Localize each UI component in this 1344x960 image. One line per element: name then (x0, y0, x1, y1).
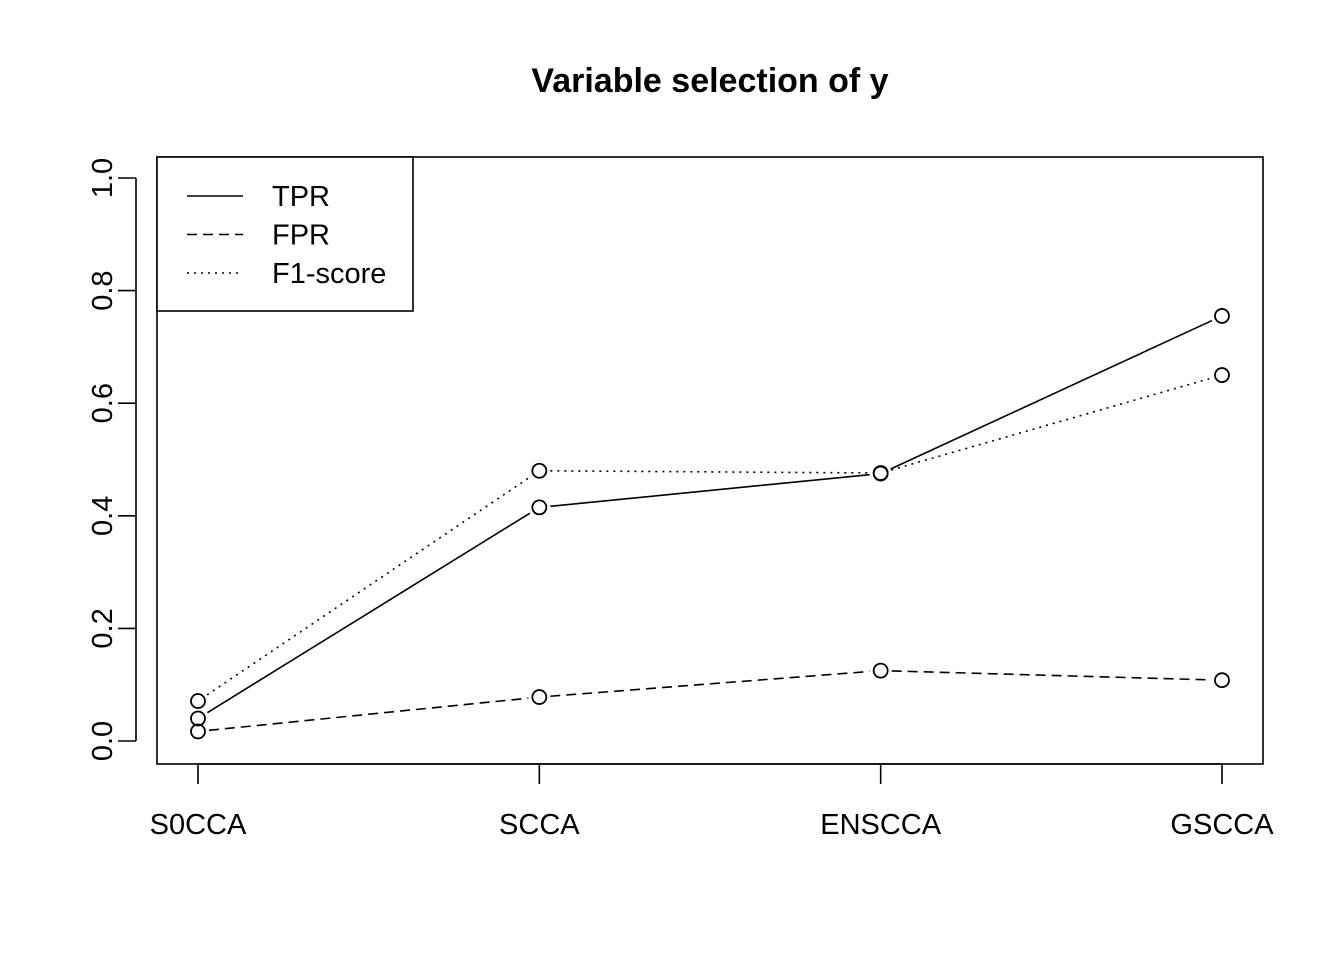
x-axis: S0CCA SCCA ENSCCA GSCCA (150, 763, 1274, 841)
legend-fpr-label: FPR (272, 220, 330, 252)
fpr-line-segment (550, 670, 870, 698)
tpr-line-segment (550, 473, 870, 508)
fpr-point (190, 723, 206, 740)
tpr-point (1214, 308, 1230, 324)
x-tick-label: SCCA (499, 809, 580, 841)
fpr-line-segment (208, 697, 529, 732)
fpr-point (531, 689, 548, 705)
series-points (190, 308, 1230, 740)
x-tick-label: ENSCCA (820, 809, 942, 841)
y-axis: 0.0 0.2 0.4 0.6 0.8 1.0 (87, 158, 137, 761)
y-tick-label: 0.4 (87, 496, 119, 536)
y-tick-label: 0.0 (87, 721, 119, 761)
chart-title: Variable selection of y (531, 62, 888, 100)
tpr-line-segment (890, 319, 1213, 470)
legend-tpr-label: TPR (272, 181, 330, 213)
y-tick-label: 0.8 (87, 270, 119, 310)
tpr-line-segment (206, 512, 531, 714)
legend-box (156, 156, 414, 312)
fpr-point (872, 662, 889, 679)
f1-score-point (190, 693, 206, 709)
f1-score-line-segment (891, 377, 1212, 471)
series-lines (206, 319, 1213, 732)
f1-score-point (531, 462, 548, 479)
fpr-line-segment (891, 670, 1212, 681)
x-tick-label: S0CCA (150, 809, 247, 841)
y-tick-label: 0.6 (87, 383, 119, 423)
legend-f1-score-label: F1-score (272, 258, 386, 290)
x-tick-label: GSCCA (1170, 809, 1274, 841)
f1-score-point (1214, 367, 1230, 383)
legend: TPR FPR F1-score (156, 156, 414, 312)
tpr-point (531, 499, 548, 516)
fpr-point (1214, 672, 1230, 689)
f1-score-line-segment (206, 476, 531, 696)
y-tick-label: 0.2 (87, 608, 119, 648)
f1-score-line-segment (550, 470, 870, 474)
y-tick-label: 1.0 (87, 158, 119, 198)
f1-score-point (872, 465, 889, 481)
tpr-point (190, 710, 206, 727)
